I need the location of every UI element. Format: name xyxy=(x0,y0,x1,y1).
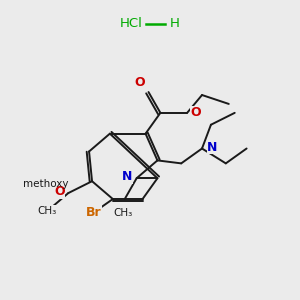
Text: O: O xyxy=(191,106,201,119)
Text: O: O xyxy=(54,185,65,198)
Text: O: O xyxy=(134,76,145,89)
Text: Br: Br xyxy=(86,206,101,219)
Text: CH₃: CH₃ xyxy=(38,206,57,216)
Text: HCl: HCl xyxy=(120,17,142,30)
Text: N: N xyxy=(122,170,132,183)
Text: H: H xyxy=(169,17,179,30)
Text: methoxy: methoxy xyxy=(43,210,49,211)
Text: CH₃: CH₃ xyxy=(114,208,133,218)
Text: N: N xyxy=(207,140,218,154)
Text: methoxy: methoxy xyxy=(23,179,69,189)
